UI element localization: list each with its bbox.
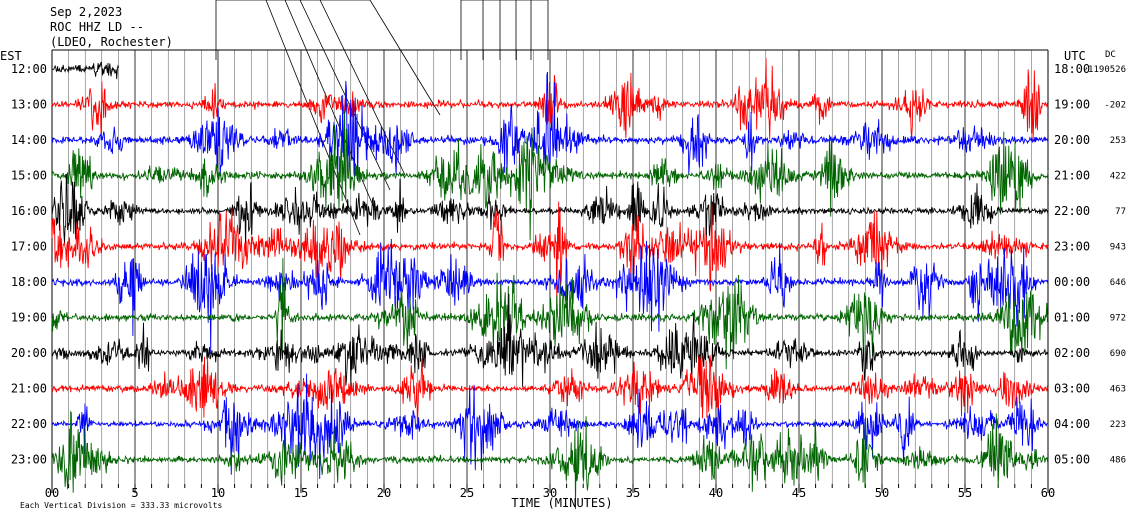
trace-row-1500: [51, 110, 1049, 241]
utc-hour-label: 01:00: [1054, 311, 1090, 325]
est-hour-label: 23:00: [11, 453, 47, 467]
est-hour-label: 18:00: [11, 275, 47, 289]
dc-value: 253: [1110, 136, 1126, 146]
x-tick-label: 45: [792, 486, 806, 500]
x-tick-label: 50: [875, 486, 889, 500]
callout-line: [265, 0, 361, 236]
est-hour-label: 15:00: [11, 169, 47, 183]
x-tick-label: 15: [294, 486, 308, 500]
x-tick-label: 10: [211, 486, 225, 500]
est-hour-label: 21:00: [11, 382, 47, 396]
trace-row-1900: [51, 257, 1049, 370]
dc-value: 646: [1110, 278, 1126, 288]
x-tick-label: 40: [709, 486, 723, 500]
dc-value: 943: [1110, 243, 1126, 253]
dc-label: DC: [1105, 50, 1116, 60]
x-tick-label: 25: [460, 486, 474, 500]
x-tick-label: 00: [45, 486, 59, 500]
dc-value: 77: [1115, 207, 1126, 217]
utc-hour-label: 19:00: [1054, 98, 1090, 112]
chart-location: (LDEO, Rochester): [50, 35, 173, 49]
utc-hour-label: 02:00: [1054, 346, 1090, 360]
x-tick-label: 30: [543, 486, 557, 500]
x-tick-label: 55: [958, 486, 972, 500]
x-axis-label: TIME (MINUTES): [511, 496, 612, 510]
x-tick-label: 20: [377, 486, 391, 500]
est-hour-label: 12:00: [11, 62, 47, 76]
trace-row-1800: [51, 238, 1049, 355]
x-tick-labels: 00 5 10 15 20 25 30 35 40 45 50 55 60: [45, 486, 1055, 500]
est-hour-label: 20:00: [11, 346, 47, 360]
utc-hour-labels: 18:00 19:00 20:00 21:00 22:00 23:00 00:00 01:00…: [1054, 62, 1090, 467]
left-zone-label: EST: [0, 49, 22, 63]
dc-value: 486: [1110, 456, 1126, 466]
trace-row-1200: [51, 61, 120, 80]
x-tick-label: 35: [626, 486, 640, 500]
dc-value: -202: [1104, 101, 1126, 111]
est-hour-label: 13:00: [11, 98, 47, 112]
utc-hour-label: 03:00: [1054, 382, 1090, 396]
footer-scale-note: Each Vertical Division = 333.33 microvol…: [20, 501, 222, 510]
trace-row-1300: [51, 57, 1049, 142]
utc-hour-label: 05:00: [1054, 453, 1090, 467]
utc-hour-label: 04:00: [1054, 417, 1090, 431]
utc-hour-label: 18:00: [1054, 62, 1090, 76]
trace-row-2300: [51, 410, 1049, 510]
utc-hour-label: 00:00: [1054, 275, 1090, 289]
est-hour-label: 17:00: [11, 240, 47, 254]
trace-row-2000: [51, 293, 1049, 389]
trace-row-1700: [51, 201, 1049, 306]
utc-hour-label: 21:00: [1054, 169, 1090, 183]
est-hour-label: 16:00: [11, 204, 47, 218]
est-hour-label: 19:00: [11, 311, 47, 325]
est-hour-label: 22:00: [11, 417, 47, 431]
dc-value: 422: [1110, 172, 1126, 182]
chart-station: ROC HHZ LD --: [50, 20, 144, 34]
trace-row-2200: [51, 373, 1049, 479]
trace-row-1600: [51, 173, 1049, 252]
dc-value: -1190526: [1083, 65, 1126, 75]
x-tick-label: 5: [131, 486, 138, 500]
trace-row-2100: [51, 354, 1049, 425]
x-tick-label: 60: [1041, 486, 1055, 500]
utc-hour-label: 20:00: [1054, 133, 1090, 147]
est-hour-labels: 12:00 13:00 14:00 15:00 16:00 17:00 18:00 19:00…: [11, 62, 47, 467]
dc-value: 972: [1110, 314, 1126, 324]
callout-line: [299, 0, 391, 191]
seismic-traces: [51, 57, 1049, 510]
chart-date: Sep 2,2023: [50, 5, 122, 19]
dc-value: 463: [1110, 385, 1126, 395]
dc-value: 690: [1110, 349, 1126, 359]
dc-value: 223: [1110, 420, 1126, 430]
utc-hour-label: 22:00: [1054, 204, 1090, 218]
right-zone-label: UTC: [1064, 49, 1086, 63]
utc-hour-label: 23:00: [1054, 240, 1090, 254]
callout-line: [216, 0, 441, 116]
dc-offset-values: -1190526 -202 253 422 77 943 646 972 690 463 223 48…: [1083, 65, 1126, 466]
event-callout-lines: [215, 0, 549, 236]
est-hour-label: 14:00: [11, 133, 47, 147]
callout-line: [319, 0, 406, 176]
